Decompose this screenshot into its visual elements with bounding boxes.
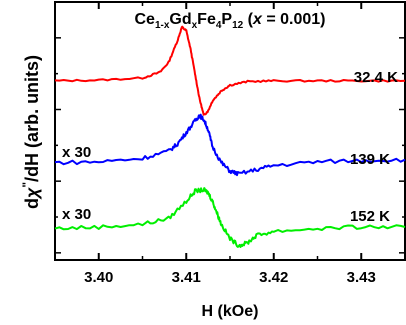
series-label-139k: 139 K: [350, 151, 390, 168]
x-tick-label: 3.41: [172, 269, 201, 286]
series-line-139-k: [54, 113, 406, 177]
x-tick-label: 3.42: [259, 269, 288, 286]
x-axis-ticks: 3.40 3.41 3.42 3.43: [54, 2, 406, 286]
series-line-32-4-k: [54, 25, 406, 116]
y-axis-label: dχ"/dH (arb. units): [20, 55, 42, 209]
scale-label-152k: x 30: [62, 206, 91, 223]
x-axis-label: H (kOe): [202, 303, 259, 320]
series-group: [54, 25, 406, 248]
series-label-152k: 152 K: [350, 208, 390, 225]
x-tick-label: 3.40: [84, 269, 113, 286]
scale-label-139k: x 30: [62, 144, 91, 161]
y-axis-ticks: [55, 37, 405, 254]
chart-title: Ce1-xGdxFe4P12 (x = 0.001): [134, 11, 325, 31]
series-label-32-4k: 32.4 K: [354, 69, 398, 86]
x-tick-label: 3.43: [347, 269, 376, 286]
series-line-152-k: [54, 187, 406, 248]
